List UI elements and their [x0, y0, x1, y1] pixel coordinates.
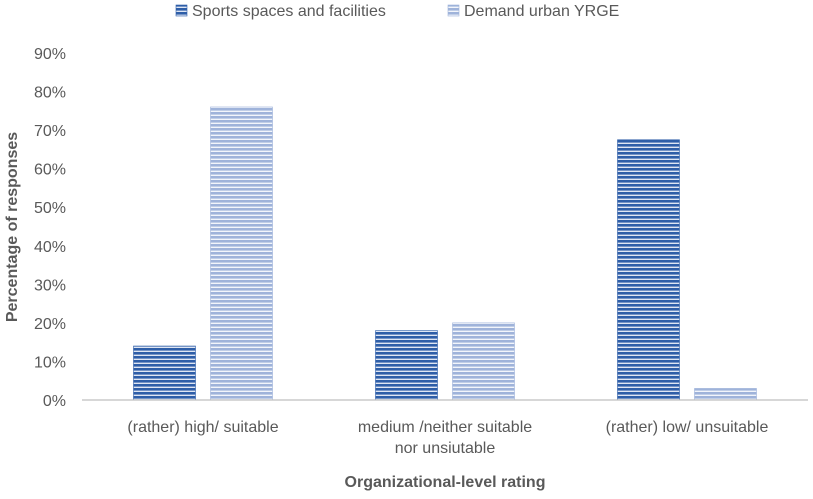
y-tick-label: 50% [34, 200, 66, 217]
y-tick-label: 30% [34, 277, 66, 294]
bar-sports-2 [617, 139, 680, 401]
bar-sports-0 [133, 345, 196, 401]
x-axis-categories: (rather) high/ suitable medium /neither s… [127, 419, 768, 457]
x-category-label: (rather) low/ unsuitable [606, 419, 769, 436]
y-tick-label: 20% [34, 316, 66, 333]
y-axis-ticks: 0% 10% 20% 30% 40% 50% 60% 70% 80% 90% [34, 46, 66, 410]
y-tick-label: 80% [34, 85, 66, 102]
x-category-label: nor unsiutable [395, 440, 496, 457]
legend: Sports spaces and facilities Demand urba… [175, 3, 619, 20]
legend-label-demand: Demand urban YRGE [464, 3, 619, 20]
y-tick-label: 10% [34, 354, 66, 371]
legend-swatch-demand [447, 4, 460, 17]
legend-swatch-sports [175, 4, 188, 17]
bar-demand-2 [694, 388, 757, 401]
legend-label-sports: Sports spaces and facilities [192, 3, 386, 20]
y-tick-label: 90% [34, 46, 66, 63]
y-tick-label: 0% [43, 393, 66, 410]
y-tick-label: 60% [34, 162, 66, 179]
y-tick-label: 70% [34, 123, 66, 140]
x-axis-title: Organizational-level rating [345, 474, 546, 491]
bars [133, 106, 757, 401]
bar-demand-0 [210, 106, 273, 401]
bar-demand-1 [452, 322, 515, 401]
x-category-label: (rather) high/ suitable [127, 419, 278, 436]
x-category-label: medium /neither suitable [358, 419, 532, 436]
y-tick-label: 40% [34, 239, 66, 256]
y-axis-title: Percentage of responses [4, 132, 21, 322]
bar-sports-1 [375, 330, 438, 401]
